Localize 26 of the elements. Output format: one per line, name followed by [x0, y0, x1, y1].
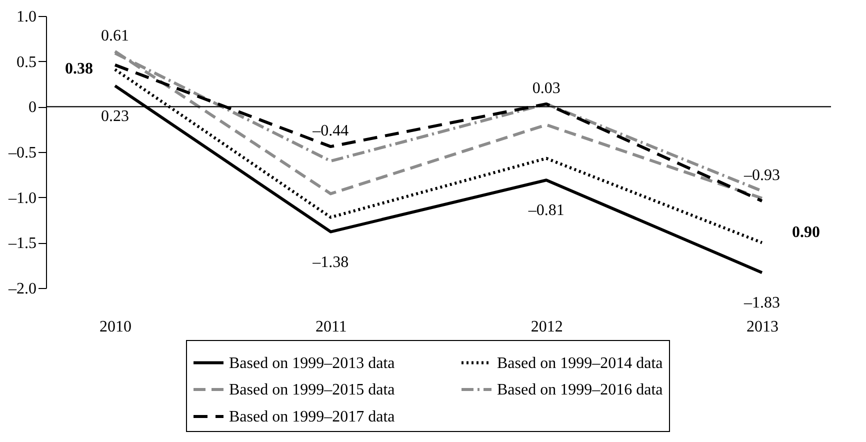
- annotation: 0.23: [101, 108, 130, 125]
- y-tick-label: –2.0: [8, 280, 36, 298]
- legend-label: Based on 1999–2013 data: [229, 354, 395, 372]
- y-tick-label: 1.0: [16, 8, 36, 26]
- annotation: –1.83: [742, 294, 780, 312]
- y-tick-label: –1.5: [8, 235, 36, 252]
- y-tick-label: –1.0: [8, 190, 36, 207]
- legend-label: Based on 1999–2017 data: [229, 408, 395, 426]
- y-tick-label: –0.5: [8, 144, 36, 162]
- y-tick-label: 0.5: [16, 54, 36, 71]
- x-tick-label: 2013: [746, 318, 778, 336]
- annotation: –0.81: [527, 202, 564, 220]
- legend-label: Based on 1999–2014 data: [497, 354, 663, 372]
- annotation: 0.03: [532, 80, 560, 97]
- annotation: 0.61: [101, 27, 130, 44]
- annotation: 0.90: [792, 224, 820, 241]
- annotation: –0.93: [742, 166, 780, 184]
- x-tick-label: 2011: [315, 318, 347, 336]
- x-tick-label: 2010: [100, 318, 132, 336]
- annotation: 0.38: [65, 60, 94, 78]
- x-tick-label: 2012: [530, 318, 563, 336]
- annotation: –1.38: [312, 254, 349, 271]
- y-tick-label: 0: [28, 99, 36, 116]
- annotation: –0.44: [312, 122, 349, 140]
- legend-label: Based on 1999–2015 data: [229, 382, 395, 398]
- legend-label: Based on 1999–2016 data: [497, 382, 663, 398]
